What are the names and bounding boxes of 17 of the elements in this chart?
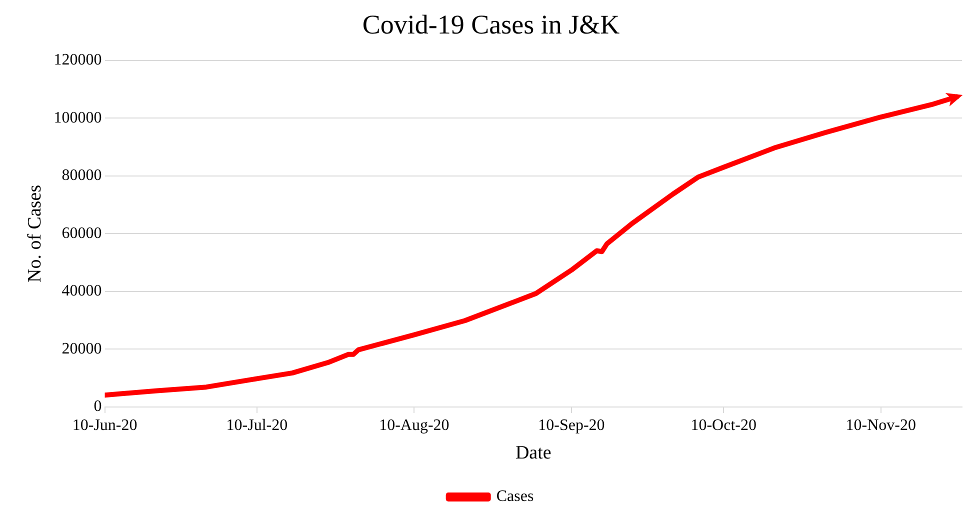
x-tick-label: 10-Oct-20: [690, 416, 756, 434]
y-tick-label: 0: [94, 398, 102, 416]
y-tick-label: 40000: [62, 282, 102, 300]
y-tick-label: 120000: [54, 52, 102, 69]
y-axis-title: No. of Cases: [24, 184, 46, 283]
chart-title: Covid-19 Cases in J&K: [362, 9, 620, 40]
y-tick-label: 20000: [62, 340, 102, 358]
y-tick-label: 100000: [54, 109, 102, 126]
y-tick-label: 60000: [62, 224, 102, 242]
y-tick-label: 80000: [62, 167, 102, 184]
x-tick-label: 10-Jul-20: [226, 416, 288, 434]
x-tick-label: 10-Nov-20: [846, 416, 916, 434]
x-tick-label: 10-Jun-20: [72, 416, 138, 434]
legend-label: Cases: [496, 488, 534, 506]
x-axis-title: Date: [515, 442, 552, 464]
x-tick-label: 10-Sep-20: [538, 416, 605, 434]
x-tick-label: 10-Aug-20: [379, 416, 450, 434]
